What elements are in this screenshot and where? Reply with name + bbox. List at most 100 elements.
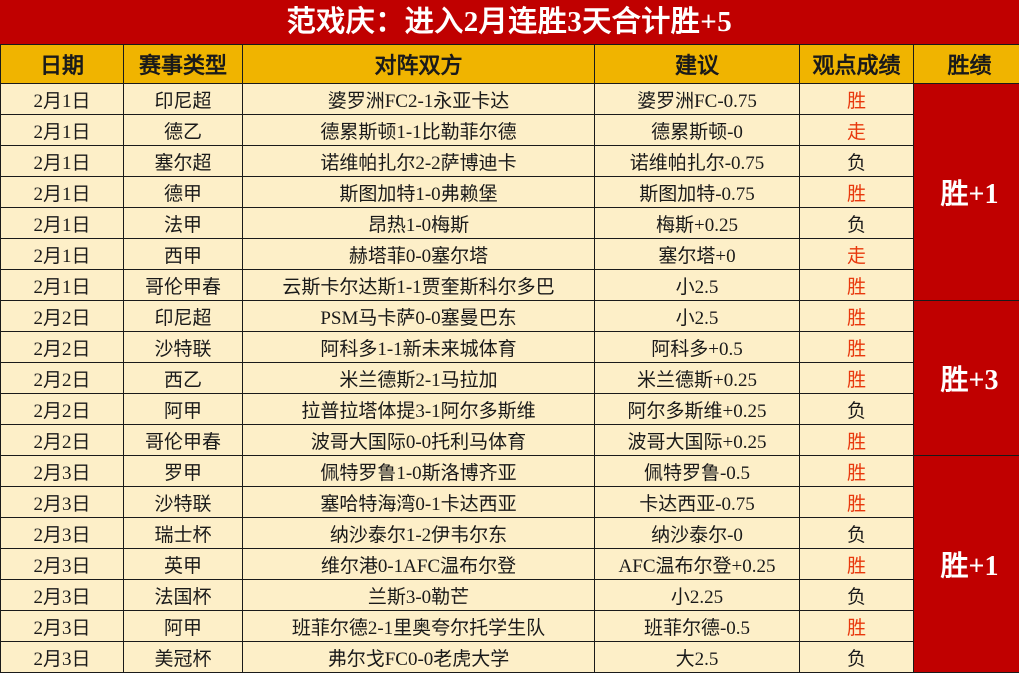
cell-league: 西乙: [124, 363, 243, 394]
cell-streak-total: 胜+1: [914, 84, 1019, 301]
cell-date: 2月2日: [1, 332, 124, 363]
cell-result: 胜: [800, 84, 914, 115]
cell-date: 2月2日: [1, 425, 124, 456]
cell-date: 2月1日: [1, 208, 124, 239]
cell-result: 负: [800, 518, 914, 549]
cell-league: 阿甲: [124, 394, 243, 425]
cell-date: 2月2日: [1, 301, 124, 332]
cell-advice: 纳沙泰尔-0: [595, 518, 800, 549]
cell-match: 米兰德斯2-1马拉加: [243, 363, 595, 394]
cell-match: 德累斯顿1-1比勒菲尔德: [243, 115, 595, 146]
cell-match: 波哥大国际0-0托利马体育: [243, 425, 595, 456]
cell-league: 沙特联: [124, 487, 243, 518]
cell-advice: 阿科多+0.5: [595, 332, 800, 363]
cell-match: 兰斯3-0勒芒: [243, 580, 595, 611]
cell-advice: 波哥大国际+0.25: [595, 425, 800, 456]
cell-advice: AFC温布尔登+0.25: [595, 549, 800, 580]
cell-advice: 诺维帕扎尔-0.75: [595, 146, 800, 177]
cell-match: 阿科多1-1新未来城体育: [243, 332, 595, 363]
cell-result: 负: [800, 642, 914, 673]
cell-result: 负: [800, 580, 914, 611]
cell-league: 德甲: [124, 177, 243, 208]
cell-match: PSM马卡萨0-0塞曼巴东: [243, 301, 595, 332]
table-header: 日期 赛事类型 对阵双方 建议 观点成绩 胜绩: [1, 45, 1019, 84]
cell-advice: 米兰德斯+0.25: [595, 363, 800, 394]
cell-date: 2月3日: [1, 642, 124, 673]
column-header-advice[interactable]: 建议: [595, 45, 800, 84]
cell-match: 赫塔菲0-0塞尔塔: [243, 239, 595, 270]
records-table: 日期 赛事类型 对阵双方 建议 观点成绩 胜绩 2月1日印尼超婆罗洲FC2-1永…: [0, 44, 1019, 673]
cell-match: 佩特罗鲁1-0斯洛博齐亚: [243, 456, 595, 487]
cell-match: 诺维帕扎尔2-2萨博迪卡: [243, 146, 595, 177]
cell-advice: 小2.25: [595, 580, 800, 611]
cell-advice: 卡达西亚-0.75: [595, 487, 800, 518]
cell-league: 西甲: [124, 239, 243, 270]
cell-result: 胜: [800, 549, 914, 580]
cell-result: 胜: [800, 177, 914, 208]
cell-date: 2月3日: [1, 518, 124, 549]
cell-match: 拉普拉塔体提3-1阿尔多斯维: [243, 394, 595, 425]
cell-league: 德乙: [124, 115, 243, 146]
cell-league: 法甲: [124, 208, 243, 239]
cell-result: 胜: [800, 363, 914, 394]
cell-advice: 斯图加特-0.75: [595, 177, 800, 208]
cell-result: 胜: [800, 456, 914, 487]
cell-match: 班菲尔德2-1里奥夸尔托学生队: [243, 611, 595, 642]
cell-streak-total: 胜+3: [914, 301, 1019, 456]
cell-league: 哥伦甲春: [124, 425, 243, 456]
cell-match: 斯图加特1-0弗赖堡: [243, 177, 595, 208]
cell-date: 2月3日: [1, 487, 124, 518]
cell-league: 阿甲: [124, 611, 243, 642]
cell-league: 英甲: [124, 549, 243, 580]
cell-league: 塞尔超: [124, 146, 243, 177]
cell-advice: 塞尔塔+0: [595, 239, 800, 270]
cell-date: 2月1日: [1, 239, 124, 270]
cell-result: 胜: [800, 611, 914, 642]
cell-advice: 小2.5: [595, 270, 800, 301]
cell-result: 负: [800, 394, 914, 425]
column-header-league[interactable]: 赛事类型: [124, 45, 243, 84]
cell-match: 婆罗洲FC2-1永亚卡达: [243, 84, 595, 115]
column-header-streak[interactable]: 胜绩: [914, 45, 1019, 84]
cell-league: 法国杯: [124, 580, 243, 611]
column-header-result[interactable]: 观点成绩: [800, 45, 914, 84]
cell-match: 云斯卡尔达斯1-1贾奎斯科尔多巴: [243, 270, 595, 301]
column-header-match[interactable]: 对阵双方: [243, 45, 595, 84]
cell-date: 2月1日: [1, 177, 124, 208]
cell-advice: 小2.5: [595, 301, 800, 332]
cell-result: 胜: [800, 487, 914, 518]
cell-match: 塞哈特海湾0-1卡达西亚: [243, 487, 595, 518]
cell-result: 胜: [800, 301, 914, 332]
cell-advice: 德累斯顿-0: [595, 115, 800, 146]
cell-advice: 阿尔多斯维+0.25: [595, 394, 800, 425]
cell-result: 胜: [800, 425, 914, 456]
cell-league: 印尼超: [124, 301, 243, 332]
cell-result: 负: [800, 146, 914, 177]
page-title: 范戏庆：进入2月连胜3天合计胜+5: [0, 0, 1019, 44]
cell-match: 昂热1-0梅斯: [243, 208, 595, 239]
cell-advice: 佩特罗鲁-0.5: [595, 456, 800, 487]
cell-league: 瑞士杯: [124, 518, 243, 549]
cell-date: 2月3日: [1, 611, 124, 642]
cell-date: 2月3日: [1, 580, 124, 611]
column-header-date[interactable]: 日期: [1, 45, 124, 84]
betting-record-sheet: 范戏庆：进入2月连胜3天合计胜+5 日期 赛事类型 对阵双方 建议 观点成绩 胜…: [0, 0, 1019, 652]
cell-date: 2月1日: [1, 146, 124, 177]
cell-result: 走: [800, 115, 914, 146]
